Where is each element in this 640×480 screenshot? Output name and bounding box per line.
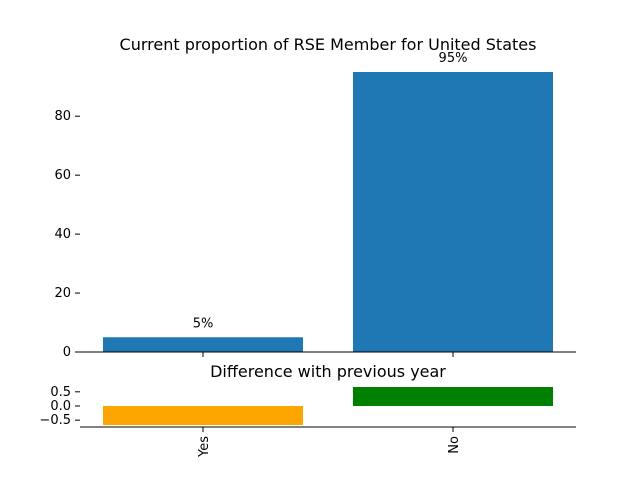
bar-no: [353, 72, 553, 352]
value-label-yes: 5%: [193, 316, 214, 331]
diff-y-tick-label: 0.0: [50, 399, 71, 414]
x-tick-label-yes: Yes: [197, 436, 212, 458]
diff-plot: Difference with previous year −0.50.00.5…: [39, 362, 576, 458]
main-plot: Current proportion of RSE Member for Uni…: [54, 35, 576, 360]
main-bars: [103, 72, 553, 352]
main-y-axis: 0 20 40 60 80: [54, 109, 80, 360]
diff-y-tick-label: 0.5: [50, 385, 71, 400]
main-x-ticks: [202, 352, 454, 357]
diff-bar-yes: [103, 406, 303, 425]
bar-yes: [103, 337, 303, 352]
y-tick-label: 20: [54, 286, 71, 301]
diff-chart-title: Difference with previous year: [210, 362, 446, 381]
y-tick-label: 0: [63, 345, 71, 360]
diff-bars: [103, 387, 553, 425]
diff-y-axis: −0.50.00.5: [39, 385, 80, 428]
y-tick-label: 60: [54, 168, 71, 183]
main-chart-title: Current proportion of RSE Member for Uni…: [120, 35, 537, 54]
diff-y-tick-label: −0.5: [39, 413, 71, 428]
y-tick-label: 80: [54, 109, 71, 124]
diff-x-axis: Yes No: [197, 427, 462, 458]
x-tick-label-no: No: [447, 436, 462, 454]
y-tick-label: 40: [54, 227, 71, 242]
diff-bar-no: [353, 387, 553, 406]
value-label-no: 95%: [439, 51, 468, 66]
main-value-labels: 5% 95%: [193, 51, 468, 331]
